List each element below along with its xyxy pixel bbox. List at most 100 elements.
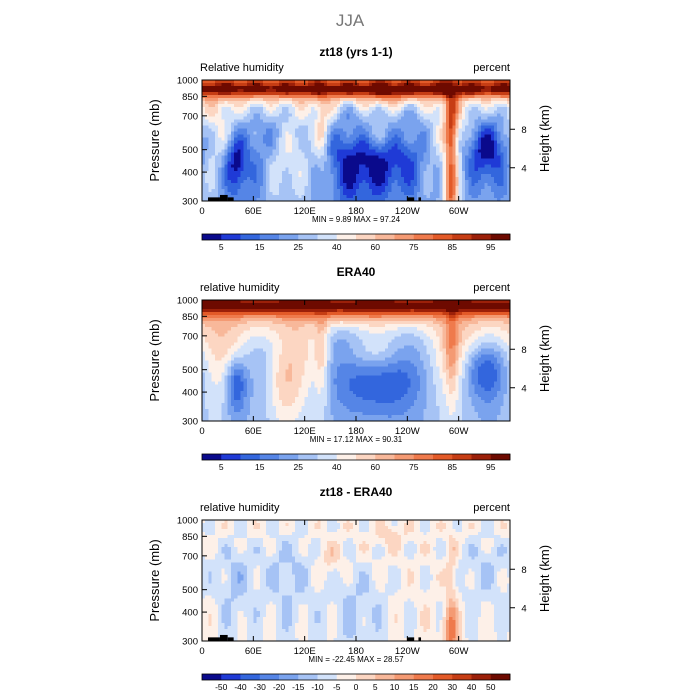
- y-tick-label: 400: [182, 608, 198, 619]
- colorbar-swatch: [356, 674, 376, 680]
- colorbar-label: 15: [255, 242, 265, 252]
- y-tick-label: 850: [182, 312, 198, 323]
- y-tick-label: 500: [182, 365, 198, 376]
- colorbar-swatch: [202, 234, 222, 240]
- colorbar-label: -30: [254, 682, 267, 692]
- y-tick-label: 1000: [177, 516, 198, 527]
- colorbar-swatch: [336, 674, 357, 680]
- y2-tick-label: 8: [521, 345, 526, 356]
- colorbar-swatch: [279, 234, 299, 240]
- min-max-stats: MIN = -22.45 MAX = 28.57: [308, 655, 404, 664]
- colorbar-swatch: [375, 234, 395, 240]
- colorbar-swatch: [471, 674, 492, 680]
- variable-label: Relative humidity: [200, 62, 284, 74]
- terrain-mask: [407, 637, 415, 641]
- y-tick-label: 850: [182, 532, 198, 543]
- y-tick-label: 700: [182, 551, 198, 562]
- y2-tick-label: 4: [521, 603, 526, 614]
- x-tick-label: 60W: [449, 206, 469, 217]
- colorbar-swatch: [413, 234, 434, 240]
- colorbar-swatch: [259, 674, 280, 680]
- variable-label: relative humidity: [200, 282, 280, 294]
- x-tick-label: 180: [348, 426, 364, 437]
- colorbar-frame: [201, 233, 511, 241]
- colorbar-label: 85: [448, 462, 458, 472]
- colorbar-swatch: [221, 674, 241, 680]
- y-tick-label: 500: [182, 145, 198, 156]
- terrain-mask: [407, 197, 415, 201]
- colorbar-swatch: [413, 674, 434, 680]
- colorbar-swatch: [298, 674, 318, 680]
- terrain-mask: [219, 634, 228, 641]
- colorbar-swatch: [490, 674, 511, 680]
- x-tick-label: 120W: [395, 206, 420, 217]
- colorbar-label: -5: [333, 682, 341, 692]
- colorbar-swatch: [221, 234, 241, 240]
- x-tick-label: 60E: [245, 646, 262, 657]
- x-tick-label: 120E: [294, 206, 316, 217]
- variable-label: relative humidity: [200, 502, 280, 514]
- colorbar-swatch: [298, 234, 318, 240]
- colorbar-swatch: [336, 234, 357, 240]
- colorbar-swatch: [471, 234, 492, 240]
- colorbar-frame: [201, 453, 511, 461]
- colorbar-frame: [201, 673, 511, 681]
- colorbar-label: -10: [311, 682, 324, 692]
- terrain-mask: [219, 194, 228, 201]
- colorbar-label: 85: [448, 242, 458, 252]
- panel-title: zt18 (yrs 1-1): [319, 45, 392, 59]
- colorbar-swatch: [279, 674, 299, 680]
- min-max-stats: MIN = 17.12 MAX = 90.31: [310, 435, 403, 444]
- colorbar-label: 5: [219, 462, 224, 472]
- y-tick-label: 400: [182, 388, 198, 399]
- terrain-mask: [227, 637, 234, 641]
- colorbar-swatch: [298, 454, 318, 460]
- panel-title: zt18 - ERA40: [320, 485, 393, 499]
- colorbar-swatch: [452, 674, 472, 680]
- y-tick-label: 300: [182, 637, 198, 648]
- y2-tick-label: 4: [521, 383, 526, 394]
- y-axis-title: Pressure (mb): [147, 99, 162, 181]
- units-label: percent: [473, 62, 510, 74]
- colorbar-swatch: [394, 234, 415, 240]
- y-tick-label: 400: [182, 168, 198, 179]
- x-tick-label: 120E: [294, 646, 316, 657]
- colorbar-swatch: [356, 454, 376, 460]
- x-tick-label: 60W: [449, 646, 469, 657]
- colorbar-swatch: [336, 454, 357, 460]
- colorbar-swatch: [375, 674, 395, 680]
- terrain-mask: [418, 637, 422, 641]
- colorbar-swatch: [394, 674, 415, 680]
- chart-panel-3: zt18 - ERA40 relative humidity percent 0 60E…: [147, 485, 552, 692]
- x-tick-label: 180: [348, 646, 364, 657]
- colorbar-label: 60: [371, 242, 381, 252]
- heatmap-field: [202, 300, 511, 422]
- colorbar-swatch: [394, 454, 415, 460]
- y-tick-label: 700: [182, 111, 198, 122]
- colorbar-swatch: [202, 454, 222, 460]
- y-tick-label: 300: [182, 417, 198, 428]
- colorbar-swatch: [221, 454, 241, 460]
- terrain-mask: [418, 197, 422, 201]
- colorbar-swatch: [202, 674, 222, 680]
- colorbar-label: -50: [215, 682, 228, 692]
- colorbar-label: 0: [354, 682, 359, 692]
- colorbar-swatch: [433, 454, 453, 460]
- x-tick-label: 120W: [395, 646, 420, 657]
- chart-panel-1: zt18 (yrs 1-1) Relative humidity percent 0 6…: [147, 45, 552, 252]
- heatmap-field: [202, 520, 511, 642]
- colorbar-swatch: [259, 454, 280, 460]
- units-label: percent: [473, 282, 510, 294]
- colorbar-swatch: [279, 454, 299, 460]
- colorbar-swatch: [452, 454, 472, 460]
- colorbar-label: 5: [219, 242, 224, 252]
- x-tick-label: 60W: [449, 426, 469, 437]
- x-tick-label: 180: [348, 206, 364, 217]
- colorbar-label: 25: [294, 462, 304, 472]
- y-tick-label: 300: [182, 197, 198, 208]
- colorbar-label: 40: [467, 682, 477, 692]
- heatmap-field: [202, 80, 511, 202]
- colorbar-swatch: [317, 674, 338, 680]
- colorbar-swatch: [375, 454, 395, 460]
- y-tick-label: 850: [182, 92, 198, 103]
